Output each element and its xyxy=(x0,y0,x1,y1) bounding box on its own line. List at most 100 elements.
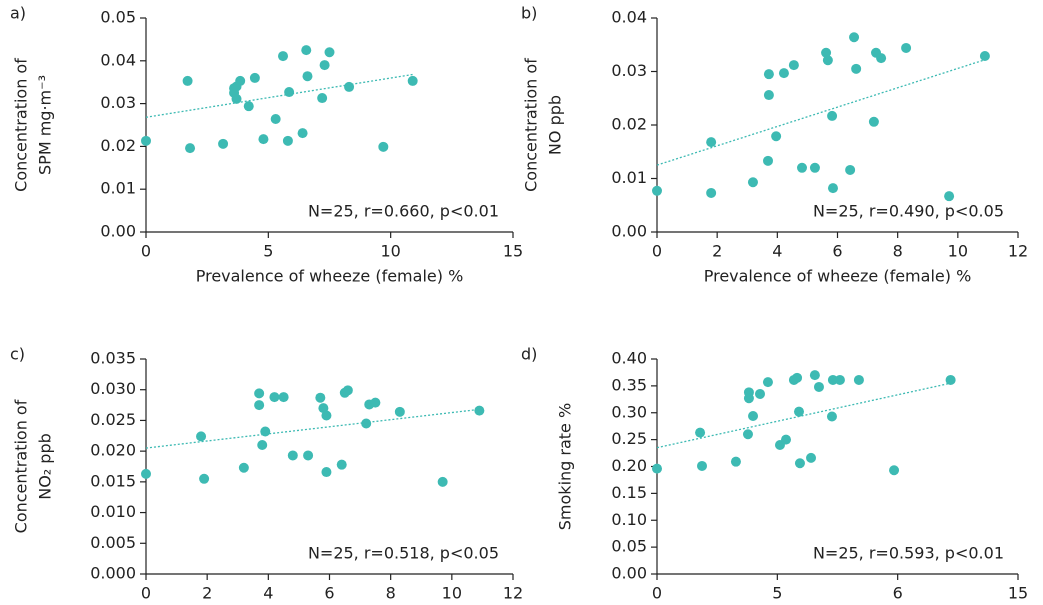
point xyxy=(809,162,820,173)
x-tick-label: 0 xyxy=(141,242,151,261)
point xyxy=(901,42,912,53)
point xyxy=(876,53,887,64)
x-tick-label: 10 xyxy=(380,242,400,261)
point xyxy=(834,374,845,385)
panel-label: b) xyxy=(521,4,537,23)
x-tick-label: 12 xyxy=(1008,242,1028,261)
point xyxy=(849,32,860,43)
panel: 0.00 0.05 0.10 0.15 0.20 0.25 0.30 0.35 0.40 0 5 6 1… xyxy=(521,345,1028,603)
x-tick-label: 5 xyxy=(772,584,782,603)
point xyxy=(257,440,268,450)
y-tick-label: 0.01 xyxy=(611,168,647,187)
y-tick-label: 0.03 xyxy=(100,93,136,112)
point xyxy=(813,381,824,392)
point xyxy=(762,377,773,388)
x-tick-label: 12 xyxy=(503,584,523,603)
y-tick-label: 0.10 xyxy=(611,510,647,529)
point xyxy=(851,63,862,74)
x-tick-label: 4 xyxy=(263,584,273,603)
point xyxy=(474,405,485,416)
x-tick-label: 15 xyxy=(503,242,523,261)
trend-line xyxy=(145,73,413,118)
y-tick-label: 0.40 xyxy=(611,349,647,368)
x-tick-label: 8 xyxy=(893,242,903,261)
point xyxy=(797,162,808,173)
point xyxy=(260,426,271,437)
point xyxy=(185,143,196,154)
y-tick-label: 0.30 xyxy=(611,402,647,421)
point xyxy=(269,392,280,403)
point xyxy=(652,185,662,196)
point xyxy=(780,434,791,445)
point xyxy=(979,50,990,61)
y-axis-label: Concentration of xyxy=(12,399,31,533)
point xyxy=(301,45,312,56)
point xyxy=(342,385,353,396)
y-axis-label: SPM mg·m⁻³ xyxy=(36,75,55,175)
y-axis-label: Concentration of xyxy=(12,58,31,192)
point xyxy=(243,101,254,112)
point xyxy=(437,476,448,487)
y-tick-label: 0.030 xyxy=(90,379,136,398)
x-tick-label: 8 xyxy=(386,584,396,603)
x-tick-label: 10 xyxy=(442,584,462,603)
point xyxy=(302,71,313,82)
y-tick-label: 0.00 xyxy=(611,222,647,241)
point xyxy=(218,138,229,149)
y-tick-label: 0.15 xyxy=(611,483,647,502)
point xyxy=(235,75,246,86)
point xyxy=(287,450,298,461)
point xyxy=(821,47,832,58)
point xyxy=(809,370,820,381)
y-tick-label: 0.04 xyxy=(611,8,647,27)
point xyxy=(344,81,355,92)
y-axis-label: Concentration of xyxy=(522,58,541,192)
annotation: N=25, r=0.593, p<0.01 xyxy=(813,544,1004,563)
point xyxy=(695,427,706,438)
point xyxy=(254,388,265,399)
x-tick-label: 0 xyxy=(652,584,662,603)
point xyxy=(278,51,289,62)
y-tick-label: 0.015 xyxy=(90,471,136,490)
x-tick-label: 6 xyxy=(893,584,903,603)
point xyxy=(889,465,900,476)
point xyxy=(394,406,405,417)
point xyxy=(141,468,151,479)
y-tick-label: 0.000 xyxy=(90,564,136,583)
y-tick-label: 0.025 xyxy=(90,410,136,429)
y-tick-label: 0.04 xyxy=(100,50,136,69)
annotation: N=25, r=0.490, p<0.05 xyxy=(813,202,1004,221)
y-tick-label: 0.02 xyxy=(100,136,136,155)
point xyxy=(743,393,754,404)
point xyxy=(361,418,372,429)
x-tick-label: 6 xyxy=(324,584,334,603)
point xyxy=(748,410,759,421)
point xyxy=(258,134,269,145)
x-axis-label: Prevalence of wheeze (female) % xyxy=(704,267,972,286)
point xyxy=(284,87,295,98)
y-tick-label: 0.03 xyxy=(611,61,647,80)
x-tick-label: 10 xyxy=(948,242,968,261)
x-tick-label: 4 xyxy=(772,242,782,261)
annotation: N=25, r=0.660, p<0.01 xyxy=(308,202,499,221)
point xyxy=(944,191,955,202)
point xyxy=(788,60,799,71)
x-tick-label: 15 xyxy=(1008,584,1028,603)
point xyxy=(771,131,782,142)
x-tick-label: 6 xyxy=(832,242,842,261)
point xyxy=(652,463,662,474)
point xyxy=(706,137,717,148)
y-tick-label: 0.02 xyxy=(611,115,647,134)
y-axis-label: NO ppb xyxy=(546,95,565,155)
point xyxy=(238,462,249,473)
x-tick-label: 2 xyxy=(202,584,212,603)
x-tick-label: 0 xyxy=(652,242,662,261)
y-tick-label: 0.35 xyxy=(611,375,647,394)
panel: 0.00 0.01 0.02 0.03 0.04 0.05 0 5 10 15 a) Prevalen… xyxy=(10,4,523,286)
point xyxy=(254,400,265,411)
point xyxy=(319,60,330,71)
y-tick-label: 0.020 xyxy=(90,441,136,460)
y-tick-label: 0.010 xyxy=(90,502,136,521)
point xyxy=(182,75,193,86)
